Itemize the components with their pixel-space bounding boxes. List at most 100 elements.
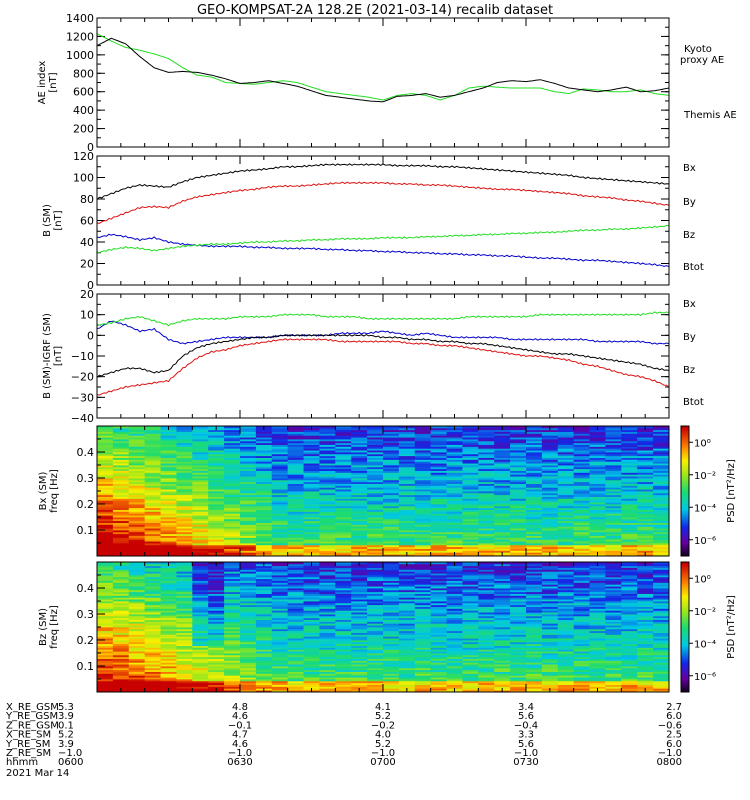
spec_bx-cell bbox=[97, 450, 114, 453]
spec_bx-cell bbox=[573, 489, 590, 492]
spec_bx-colorbar-cell bbox=[681, 486, 689, 490]
spec_bz-cell bbox=[383, 677, 400, 680]
spec_bz-cell bbox=[303, 573, 320, 576]
spec_bz-cell bbox=[224, 630, 241, 633]
spec_bz-cell bbox=[128, 675, 146, 678]
spec_bx-cell bbox=[287, 533, 304, 536]
spec_bz-cell bbox=[351, 680, 368, 684]
spec_bz-cell bbox=[319, 682, 336, 685]
spec_bz-cell bbox=[446, 680, 463, 684]
spec_bx-cell bbox=[383, 446, 400, 449]
spec_bx-cell bbox=[303, 479, 320, 483]
spec_bx-cell bbox=[144, 466, 161, 470]
spec_bx-cell bbox=[589, 431, 606, 434]
spec_bx-cell bbox=[526, 548, 543, 551]
spec_bz-cell bbox=[271, 625, 289, 628]
spec_bx-cell bbox=[494, 474, 511, 477]
spec_bx-cell bbox=[176, 526, 193, 529]
spec_bz-cell bbox=[462, 571, 479, 574]
spec_bz-cell bbox=[398, 675, 416, 678]
spec_bx-cell bbox=[144, 468, 161, 471]
spec_bx-cell bbox=[319, 450, 336, 453]
spec_bx-cell bbox=[414, 489, 432, 492]
spec_bx-cell bbox=[255, 472, 273, 475]
spec_bz-cell bbox=[510, 612, 527, 615]
spec_bz-cell bbox=[510, 684, 527, 687]
spec_bx-cell bbox=[414, 478, 432, 481]
spec_bx-cell bbox=[128, 478, 146, 481]
spec_bz-cell bbox=[287, 677, 304, 680]
spec_bz-cell bbox=[430, 679, 447, 682]
spec_bz-cell bbox=[478, 680, 495, 684]
spec_bx-cell bbox=[573, 544, 590, 548]
spec_bx-cell bbox=[160, 505, 177, 509]
spec_bz-cell bbox=[224, 601, 241, 604]
spec_bx-cell bbox=[351, 500, 368, 503]
spec_bx-cell bbox=[541, 543, 559, 546]
spec_bx-cell bbox=[97, 491, 114, 494]
spec_bx-cell bbox=[319, 468, 336, 471]
spec_bx-colorbar-cell bbox=[681, 532, 689, 535]
spec_bz-cell bbox=[383, 597, 400, 600]
spec_bz-cell bbox=[319, 684, 336, 687]
spec_bx-cell bbox=[605, 485, 622, 488]
spec_bz-cell bbox=[319, 686, 336, 689]
spec_bz-cell bbox=[541, 636, 559, 639]
spec_bz-cell bbox=[287, 615, 304, 619]
spec_bx-cell bbox=[351, 492, 368, 496]
spec_bz-cell bbox=[176, 627, 193, 630]
spec_bx-cell bbox=[192, 437, 209, 440]
spec_bz-cell bbox=[287, 582, 304, 585]
spec_bx-cell bbox=[97, 459, 114, 462]
spec_bx-cell bbox=[303, 498, 320, 501]
spec_bx-cell bbox=[287, 541, 304, 544]
spec_bz-cell bbox=[144, 593, 161, 596]
spec_bx-cell bbox=[541, 537, 559, 540]
spec_bz-cell bbox=[414, 640, 432, 643]
spec_bz-cell bbox=[97, 673, 114, 676]
spec_bz-cell bbox=[128, 571, 146, 574]
spec_bx-cell bbox=[224, 522, 241, 525]
spec_bx-cell bbox=[526, 552, 543, 555]
spec_bx-cell bbox=[541, 515, 559, 518]
spec_bx-cell bbox=[398, 507, 416, 510]
spec_bx-cell bbox=[430, 491, 447, 494]
spec_bx-cell bbox=[621, 554, 638, 557]
spec_bx-cell bbox=[240, 505, 257, 509]
spec_bz-cell bbox=[112, 582, 130, 585]
spec_bx-cell bbox=[176, 522, 193, 525]
spec_bx-cell bbox=[605, 429, 622, 432]
spec_bz-cell bbox=[255, 571, 273, 574]
spec_bz-cell bbox=[351, 636, 368, 639]
spec_bz-cell bbox=[430, 602, 447, 606]
spec_bz-cell bbox=[526, 576, 543, 580]
spec_bz-cell bbox=[144, 597, 161, 600]
spec_bz-cell bbox=[414, 664, 432, 667]
spec_bx-cell bbox=[541, 472, 559, 475]
spec_bx-cell bbox=[335, 522, 352, 525]
spec_bx-cell bbox=[462, 487, 479, 490]
spec_bx-cell bbox=[367, 524, 384, 527]
spec_bx-cell bbox=[208, 537, 225, 540]
spec_bx-cell bbox=[271, 474, 289, 477]
spec_bx-cell bbox=[160, 479, 177, 483]
spec_bz-cell bbox=[97, 567, 114, 570]
spec_bx-cell bbox=[398, 468, 416, 471]
spec_bx-cell bbox=[573, 453, 590, 457]
spec_bx-cell bbox=[97, 472, 114, 475]
spec_bz-cell bbox=[351, 615, 368, 619]
spec_bz-cell bbox=[478, 601, 495, 604]
spec_bz-cell bbox=[526, 610, 543, 613]
spec_bx-cell bbox=[255, 466, 273, 470]
spec_bx-cell bbox=[144, 554, 161, 557]
spec_bx-cell bbox=[255, 541, 273, 544]
spec_bx-colorbar-cell bbox=[681, 508, 689, 511]
spec_bz-cell bbox=[112, 565, 130, 568]
spec_bz-cell bbox=[240, 588, 257, 591]
spec_bx-cell bbox=[144, 474, 161, 477]
spec_bx-cell bbox=[271, 496, 289, 499]
spec_bx-cell bbox=[319, 437, 336, 440]
spec_bz-cell bbox=[351, 621, 368, 624]
spec_bz-cell bbox=[414, 684, 432, 687]
spec_bz-cell bbox=[160, 612, 177, 615]
